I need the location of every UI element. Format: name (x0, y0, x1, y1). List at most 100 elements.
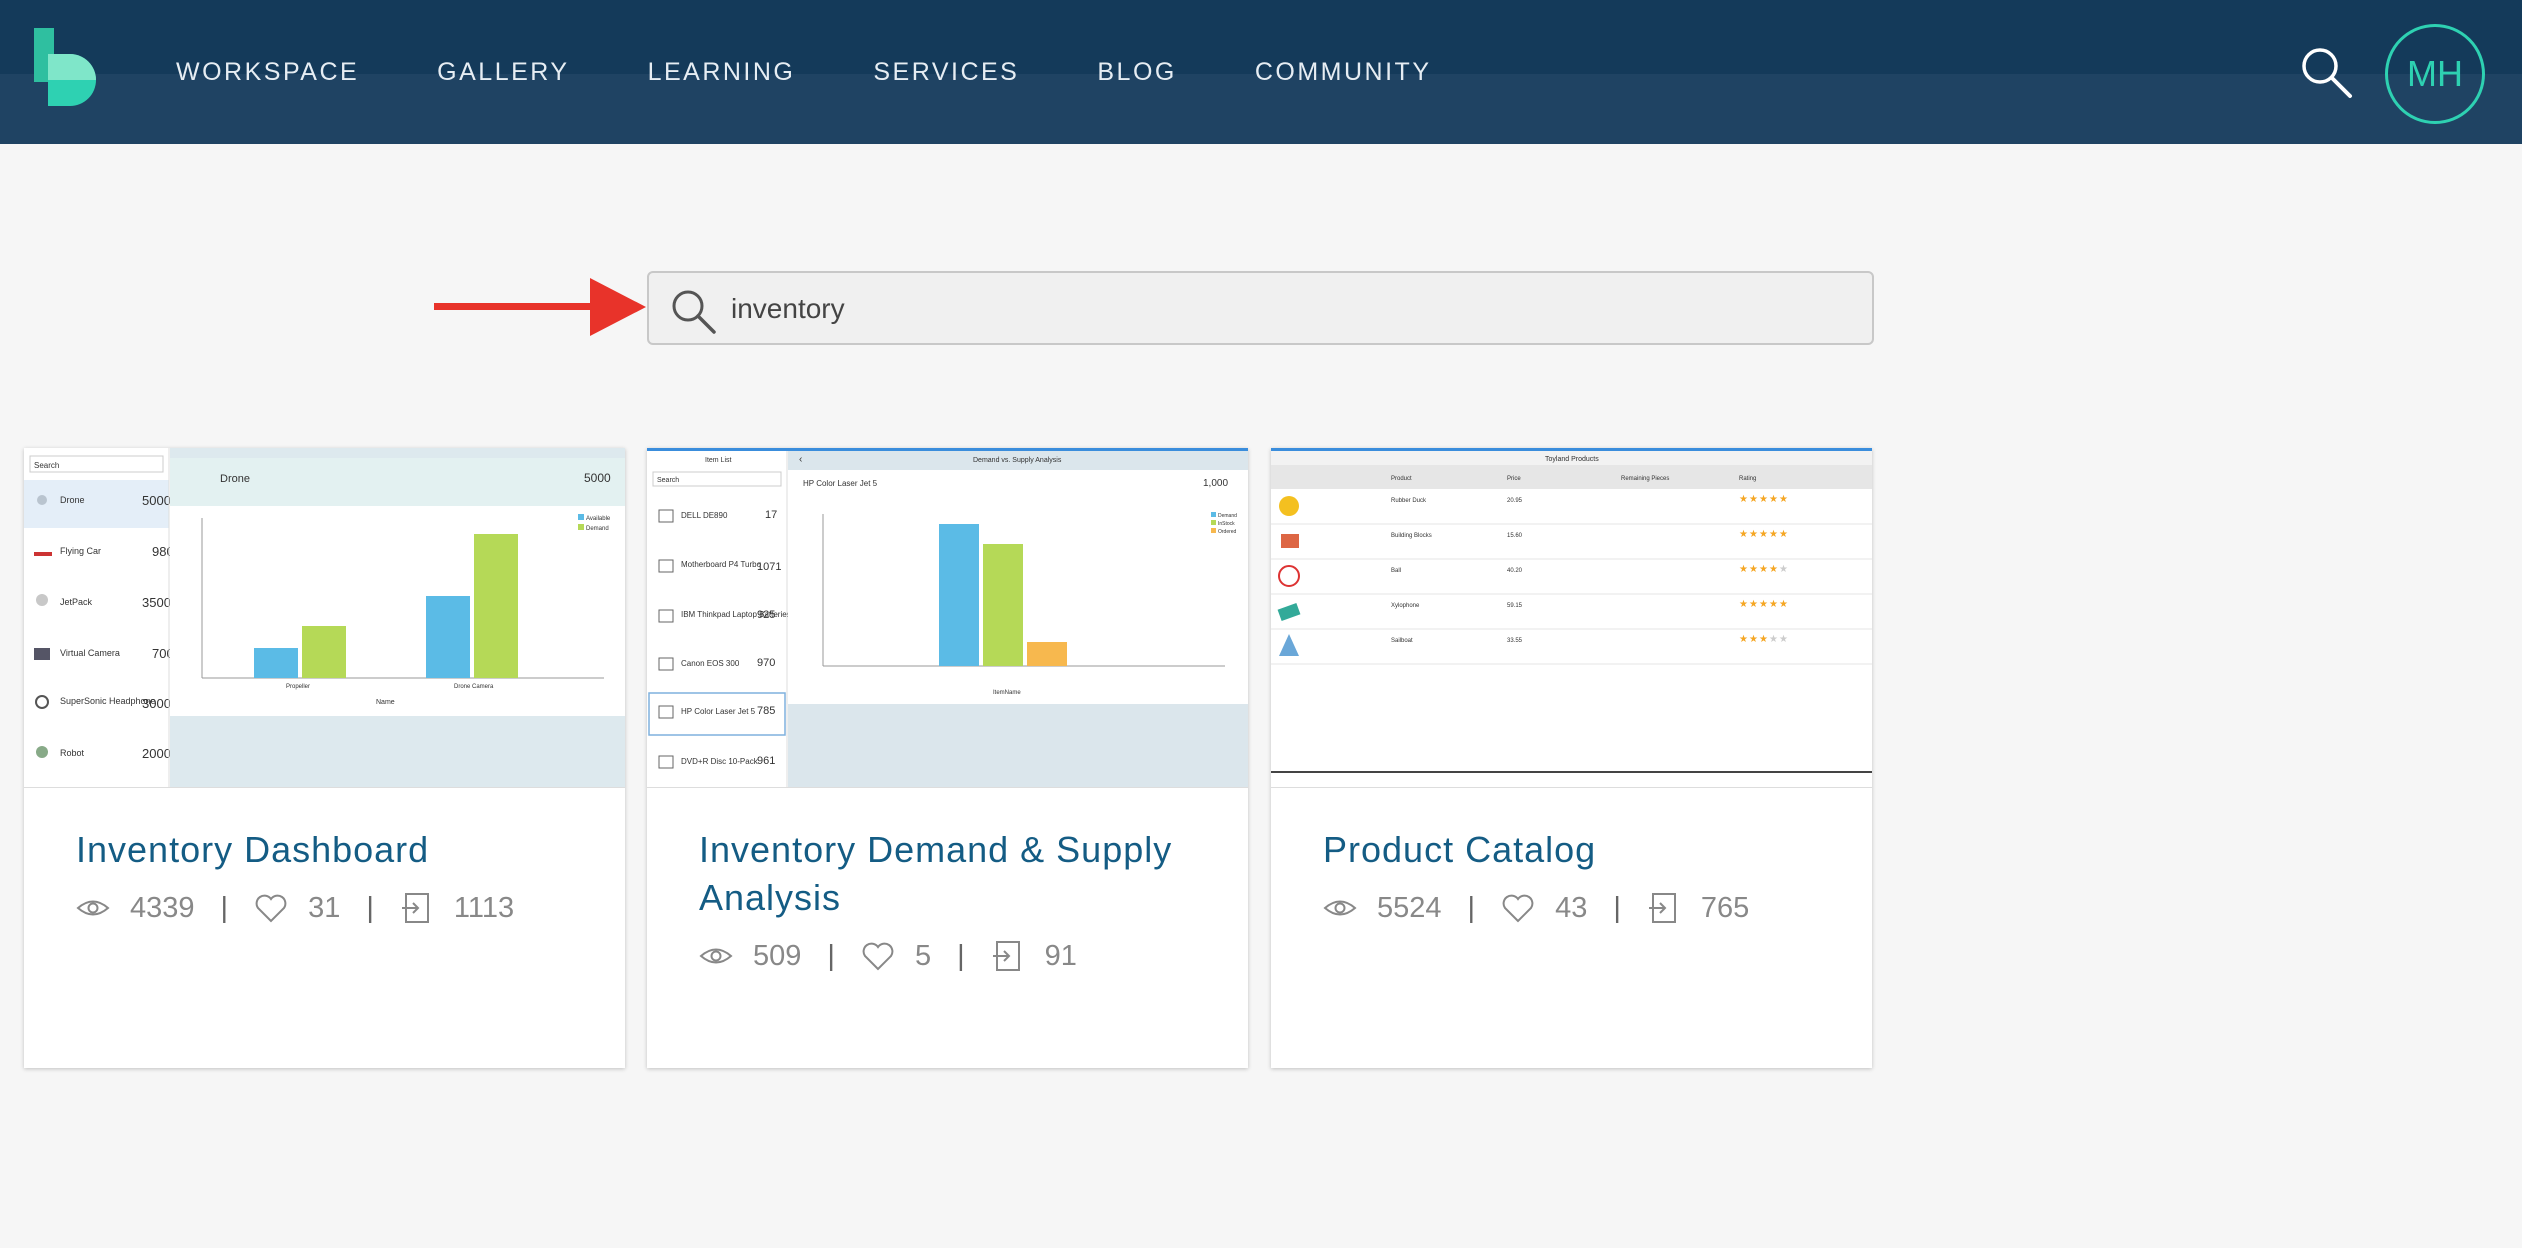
card-inventory-demand-supply[interactable]: Item List Search DELL DE890 17 Motherboa… (647, 448, 1248, 1068)
nav-community[interactable]: COMMUNITY (1254, 57, 1432, 86)
eye-icon (1323, 900, 1357, 916)
thumb-item: Canon EOS 300 (681, 659, 740, 668)
thumb-item: SuperSonic Headphone (60, 696, 156, 706)
thumb-legend: Ordered (1218, 529, 1237, 535)
heart-icon[interactable] (254, 891, 288, 925)
thumb-column: Product (1391, 476, 1412, 482)
thumb-legend: Available (586, 516, 611, 522)
copies-count: 1113 (453, 891, 515, 924)
nav-workspace[interactable]: WORKSPACE (176, 57, 360, 86)
heart-icon[interactable] (1501, 891, 1535, 925)
thumb-product: Ball (1391, 568, 1401, 574)
thumb-item-value: 3000 (142, 696, 171, 711)
thumb-item-value: 980 (152, 544, 174, 559)
thumb-x-label: Drone Camera (454, 684, 494, 690)
nav-blog[interactable]: BLOG (1097, 57, 1177, 86)
thumbnail-preview: Toyland Products Product Price Remaining… (1271, 448, 1872, 773)
thumb-item-value: 961 (757, 755, 775, 767)
thumb-item: HP Color Laser Jet 5 (681, 707, 756, 716)
rating-stars: ★ ★ ★ ★ ★★ ★ ★ ★ ★★ ★ ★ ★ ★★ ★ ★ ★ ★★ ★ ★ ★ ★ (1739, 494, 1788, 645)
likes-count: 31 (308, 891, 341, 924)
thumb-item: Drone (60, 495, 85, 505)
thumb-search-label: Search (657, 477, 679, 484)
star-icon: ★ (1749, 634, 1758, 645)
thumb-item: Motherboard P4 Turbo (681, 560, 762, 569)
card-title[interactable]: Inventory Dashboard (76, 829, 430, 870)
star-icon: ★ (1779, 494, 1788, 505)
star-icon: ★ (1769, 564, 1778, 575)
copies-count: 91 (1044, 939, 1077, 972)
header-search-icon[interactable] (2298, 44, 2354, 100)
stats-divider: | (957, 939, 965, 972)
thumb-item: DVD+R Disc 10-Pack (681, 757, 759, 766)
thumb-header-name: Drone (220, 473, 250, 485)
gallery-search-box[interactable] (647, 271, 1874, 345)
thumb-search-label: Search (34, 461, 59, 470)
star-icon: ★ (1759, 529, 1768, 540)
thumb-item: Robot (60, 748, 85, 758)
star-icon: ★ (1739, 529, 1748, 540)
star-icon: ★ (1749, 529, 1758, 540)
search-icon (672, 290, 716, 334)
card-title[interactable]: Product Catalog (1323, 829, 1597, 870)
thumb-back-icon: ‹ (799, 454, 802, 465)
stats-divider: | (366, 891, 374, 924)
star-icon: ★ (1779, 634, 1788, 645)
thumb-price: 59.15 (1507, 603, 1523, 609)
star-icon: ★ (1779, 599, 1788, 610)
search-input[interactable] (731, 283, 1851, 335)
stats-divider: | (220, 891, 229, 924)
card-title[interactable]: Inventory Demand & Supply Analysis (699, 829, 1173, 918)
logo-icon[interactable] (34, 28, 96, 114)
card-inventory-dashboard[interactable]: Search Drone 5000 Flying Car 980 JetPack… (24, 448, 625, 1068)
nav-gallery[interactable]: GALLERY (437, 57, 570, 86)
thumb-item-value: 785 (757, 705, 775, 717)
thumb-legend: Demand (586, 526, 609, 532)
copy-icon[interactable] (1647, 891, 1681, 925)
thumb-header-value: 1,000 (1203, 478, 1228, 489)
thumb-product: Xylophone (1391, 603, 1420, 609)
views-count: 4339 (130, 891, 195, 924)
thumb-item: JetPack (60, 597, 93, 607)
nav-services[interactable]: SERVICES (873, 57, 1020, 86)
thumb-item-value: 17 (765, 509, 777, 521)
star-icon: ★ (1769, 599, 1778, 610)
heart-icon[interactable] (861, 939, 895, 973)
thumb-product: Rubber Duck (1391, 498, 1427, 504)
user-avatar[interactable]: MH (2385, 24, 2485, 124)
card-stats: 509 | 5 | 91 (699, 936, 1103, 976)
thumb-column: Remaining Pieces (1621, 476, 1669, 482)
copy-icon[interactable] (400, 891, 434, 925)
stats-divider: | (1613, 891, 1621, 924)
card-stats: 5524 | 43 | 765 (1323, 888, 1775, 928)
star-icon: ★ (1759, 494, 1768, 505)
thumb-product: Building Blocks (1391, 533, 1432, 539)
copies-count: 765 (1700, 891, 1750, 924)
thumb-panel-title: Demand vs. Supply Analysis (973, 457, 1062, 464)
thumb-legend: Demand (1218, 513, 1237, 519)
thumb-x-axis-title: Name (376, 699, 395, 706)
thumb-item-value: 970 (757, 657, 775, 669)
thumb-item-value: 2000 (142, 746, 171, 761)
header-band (0, 0, 2522, 74)
thumb-item: Flying Car (60, 546, 101, 556)
thumb-x-label: Propeller (286, 684, 310, 690)
thumbnail-preview: Search Drone 5000 Flying Car 980 JetPack… (24, 448, 625, 787)
thumb-header-name: HP Color Laser Jet 5 (803, 479, 878, 488)
thumb-item-value: 3500 (142, 595, 171, 610)
card-thumbnail: Search Drone 5000 Flying Car 980 JetPack… (24, 448, 625, 788)
thumb-legend: InStock (1218, 521, 1235, 527)
star-icon: ★ (1759, 564, 1768, 575)
star-icon: ★ (1749, 564, 1758, 575)
thumb-item-value: 1071 (757, 561, 781, 573)
card-product-catalog[interactable]: Toyland Products Product Price Remaining… (1271, 448, 1872, 1068)
top-navigation-bar: WORKSPACE GALLERY LEARNING SERVICES BLOG… (0, 0, 2522, 144)
thumb-item: DELL DE890 (681, 511, 728, 520)
copy-icon[interactable] (991, 939, 1025, 973)
nav-learning[interactable]: LEARNING (647, 57, 796, 86)
thumb-price: 40.20 (1507, 568, 1523, 574)
star-icon: ★ (1759, 634, 1768, 645)
star-icon: ★ (1779, 529, 1788, 540)
thumb-item-value: 5000 (142, 493, 171, 508)
thumb-item: IBM Thinkpad Laptop Batteries... (681, 610, 797, 619)
